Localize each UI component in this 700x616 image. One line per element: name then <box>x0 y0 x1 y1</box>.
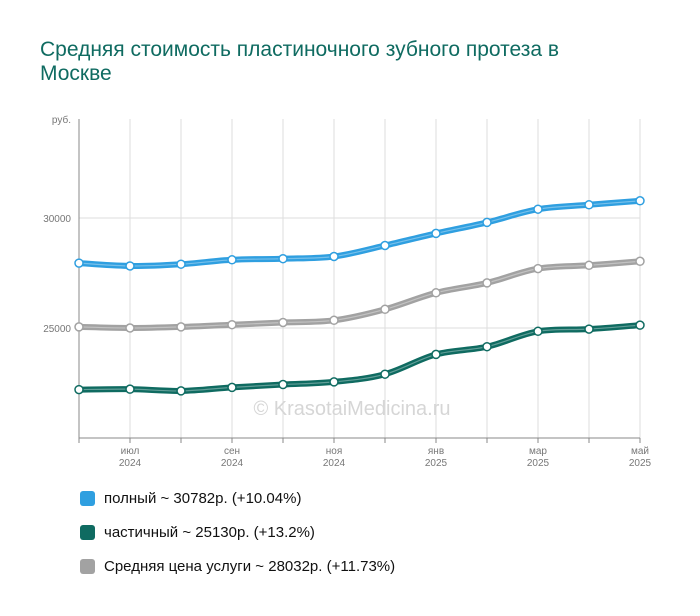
axes: 2500030000руб.июл2024сен2024ноя2024янв20… <box>43 114 651 469</box>
data-point <box>227 319 237 330</box>
series-1 <box>74 320 645 396</box>
data-point <box>227 255 237 265</box>
legend-swatch <box>80 558 95 574</box>
data-point <box>125 384 135 394</box>
x-tick-label-month: май <box>631 446 649 457</box>
data-point <box>482 217 492 228</box>
data-point <box>74 258 84 268</box>
series-line-highlight <box>78 200 641 267</box>
data-point <box>176 259 186 269</box>
data-point <box>635 256 645 267</box>
data-point <box>278 253 288 264</box>
series-0 <box>74 196 645 271</box>
data-point <box>431 349 441 360</box>
data-point <box>533 204 543 214</box>
legend-swatch <box>80 524 95 540</box>
data-point <box>329 315 339 326</box>
legend-item[interactable]: полный ~ 30782р. (+10.04%) <box>80 488 395 508</box>
x-tick-label-month: мар <box>529 446 547 457</box>
legend-label: частичный ~ 25130р. (+13.2%) <box>104 523 315 541</box>
data-point <box>431 228 441 239</box>
data-point <box>278 317 288 328</box>
series-line <box>76 322 643 394</box>
watermark: © KrasotaiMedicina.ru <box>253 398 450 420</box>
data-point <box>227 382 237 393</box>
data-point <box>533 326 543 337</box>
data-point <box>74 384 84 395</box>
data-point <box>125 261 135 271</box>
y-tick-label: 30000 <box>43 214 71 225</box>
data-point <box>482 278 492 288</box>
series-line <box>76 258 643 331</box>
legend-item[interactable]: частичный ~ 25130р. (+13.2%) <box>80 522 395 542</box>
x-tick-label-year: 2025 <box>527 458 550 469</box>
data-point <box>482 341 492 352</box>
x-tick-label-month: янв <box>428 446 444 457</box>
data-point <box>635 320 645 330</box>
data-point <box>533 263 543 274</box>
chart-title: Средняя стоимость пластиночного зубного … <box>40 38 560 85</box>
data-point <box>380 369 390 379</box>
data-point <box>431 288 441 298</box>
x-tick-label-year: 2024 <box>119 458 142 469</box>
data-point <box>584 200 594 210</box>
legend-label: Средняя цена услуги ~ 28032р. (+11.73%) <box>104 557 396 575</box>
legend-label: полный ~ 30782р. (+10.04%) <box>104 489 302 507</box>
data-point <box>635 196 645 206</box>
series <box>74 196 645 396</box>
x-tick-label-month: сен <box>224 446 240 457</box>
x-tick-label-year: 2024 <box>323 458 346 469</box>
data-point <box>176 386 186 396</box>
y-tick-label: 25000 <box>43 324 71 335</box>
data-point <box>176 322 186 332</box>
data-point <box>584 324 594 334</box>
data-point <box>329 377 339 387</box>
x-tick-label-year: 2025 <box>629 458 652 469</box>
series-line <box>76 197 643 269</box>
x-tick-label-month: июл <box>121 446 140 457</box>
series-2 <box>74 256 645 333</box>
legend-swatch <box>80 490 95 506</box>
data-point <box>380 240 390 251</box>
data-point <box>329 251 339 262</box>
data-point <box>278 379 288 390</box>
data-point <box>74 322 84 332</box>
legend-item[interactable]: Средняя цена услуги ~ 28032р. (+11.73%) <box>80 556 395 576</box>
data-point <box>380 304 390 315</box>
data-point <box>584 260 594 271</box>
legend: полный ~ 30782р. (+10.04%) частичный ~ 25… <box>80 488 395 590</box>
x-tick-label-year: 2024 <box>221 458 244 469</box>
line-chart: 2500030000руб.июл2024сен2024ноя2024янв20… <box>43 114 651 469</box>
x-tick-label-month: ноя <box>326 446 343 457</box>
y-axis-unit-label: руб. <box>52 114 71 126</box>
data-point <box>125 323 135 333</box>
x-tick-label-year: 2025 <box>425 458 448 469</box>
